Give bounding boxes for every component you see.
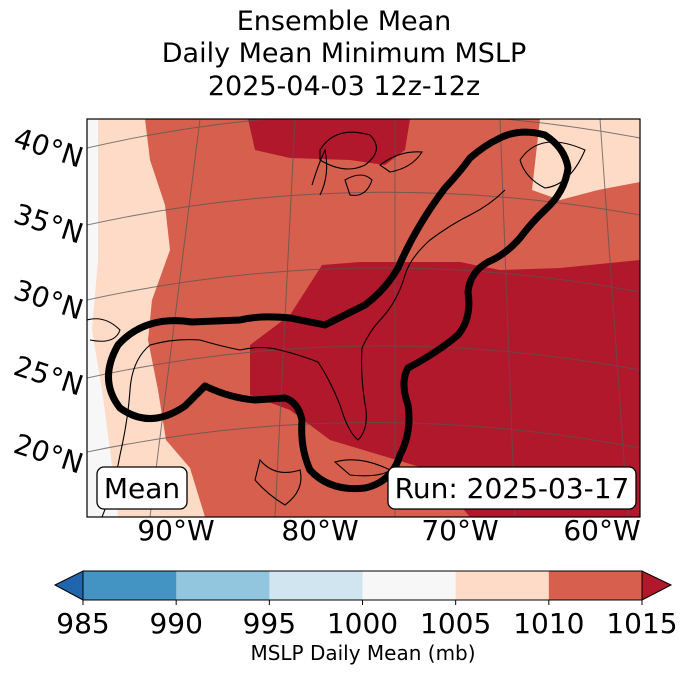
colorbar-bin-1000 — [362, 571, 457, 600]
pressure-field-1015-south — [250, 260, 640, 517]
lat-label-35: 35°N — [10, 197, 87, 250]
run-label: Run: 2025-03-17 — [395, 472, 630, 505]
colorbar-bin-1005 — [455, 571, 550, 600]
colorbar-over-arrow — [641, 570, 673, 601]
lon-label-60w: 60°W — [563, 514, 640, 547]
mean-label: Mean — [104, 472, 180, 505]
colorbar-tick-1000: 1000 — [327, 607, 398, 640]
map-panel: Mean Run: 2025-03-17 — [87, 119, 640, 517]
lon-label-90w: 90°W — [137, 514, 214, 547]
colorbar-tick-1005: 1005 — [420, 607, 491, 640]
colorbar-tick-995: 995 — [243, 607, 296, 640]
colorbar-tick-985: 985 — [56, 607, 109, 640]
title-line-3: 2025-04-03 12z-12z — [207, 71, 481, 102]
colorbar-bin-995 — [269, 571, 363, 600]
colorbar-bin-985 — [83, 571, 177, 600]
latitude-labels: 40°N 35°N 30°N 25°N 20°N — [10, 121, 87, 480]
colorbar-bin-990 — [176, 571, 270, 600]
colorbar-tick-1015: 1015 — [606, 607, 677, 640]
map-frame — [86, 118, 641, 518]
longitude-labels: 90°W 80°W 70°W 60°W — [137, 514, 640, 547]
colorbar-tick-990: 990 — [149, 607, 202, 640]
colorbar-tick-1010: 1010 — [513, 607, 584, 640]
ensemble-mean-contour — [105, 128, 572, 493]
pressure-field-1005-northeast — [532, 119, 640, 200]
lon-label-70w: 70°W — [421, 514, 498, 547]
mean-label-box — [96, 466, 188, 510]
title-line-2: Daily Mean Minimum MSLP — [161, 38, 527, 69]
pressure-field-1015-north — [248, 119, 410, 165]
run-label-box — [387, 466, 637, 510]
colorbar-label: MSLP Daily Mean (mb) — [250, 641, 475, 665]
colorbar — [53, 570, 673, 601]
pressure-field-1000 — [87, 119, 118, 517]
title-line-1: Ensemble Mean — [236, 6, 452, 37]
lon-label-80w: 80°W — [281, 514, 358, 547]
lat-label-25: 25°N — [10, 349, 87, 402]
colorbar-bin-1010 — [548, 571, 643, 600]
colorbar-under-arrow — [53, 570, 84, 601]
lat-label-40: 40°N — [10, 121, 87, 174]
lat-label-30: 30°N — [10, 273, 87, 326]
lat-label-20: 20°N — [10, 427, 87, 480]
